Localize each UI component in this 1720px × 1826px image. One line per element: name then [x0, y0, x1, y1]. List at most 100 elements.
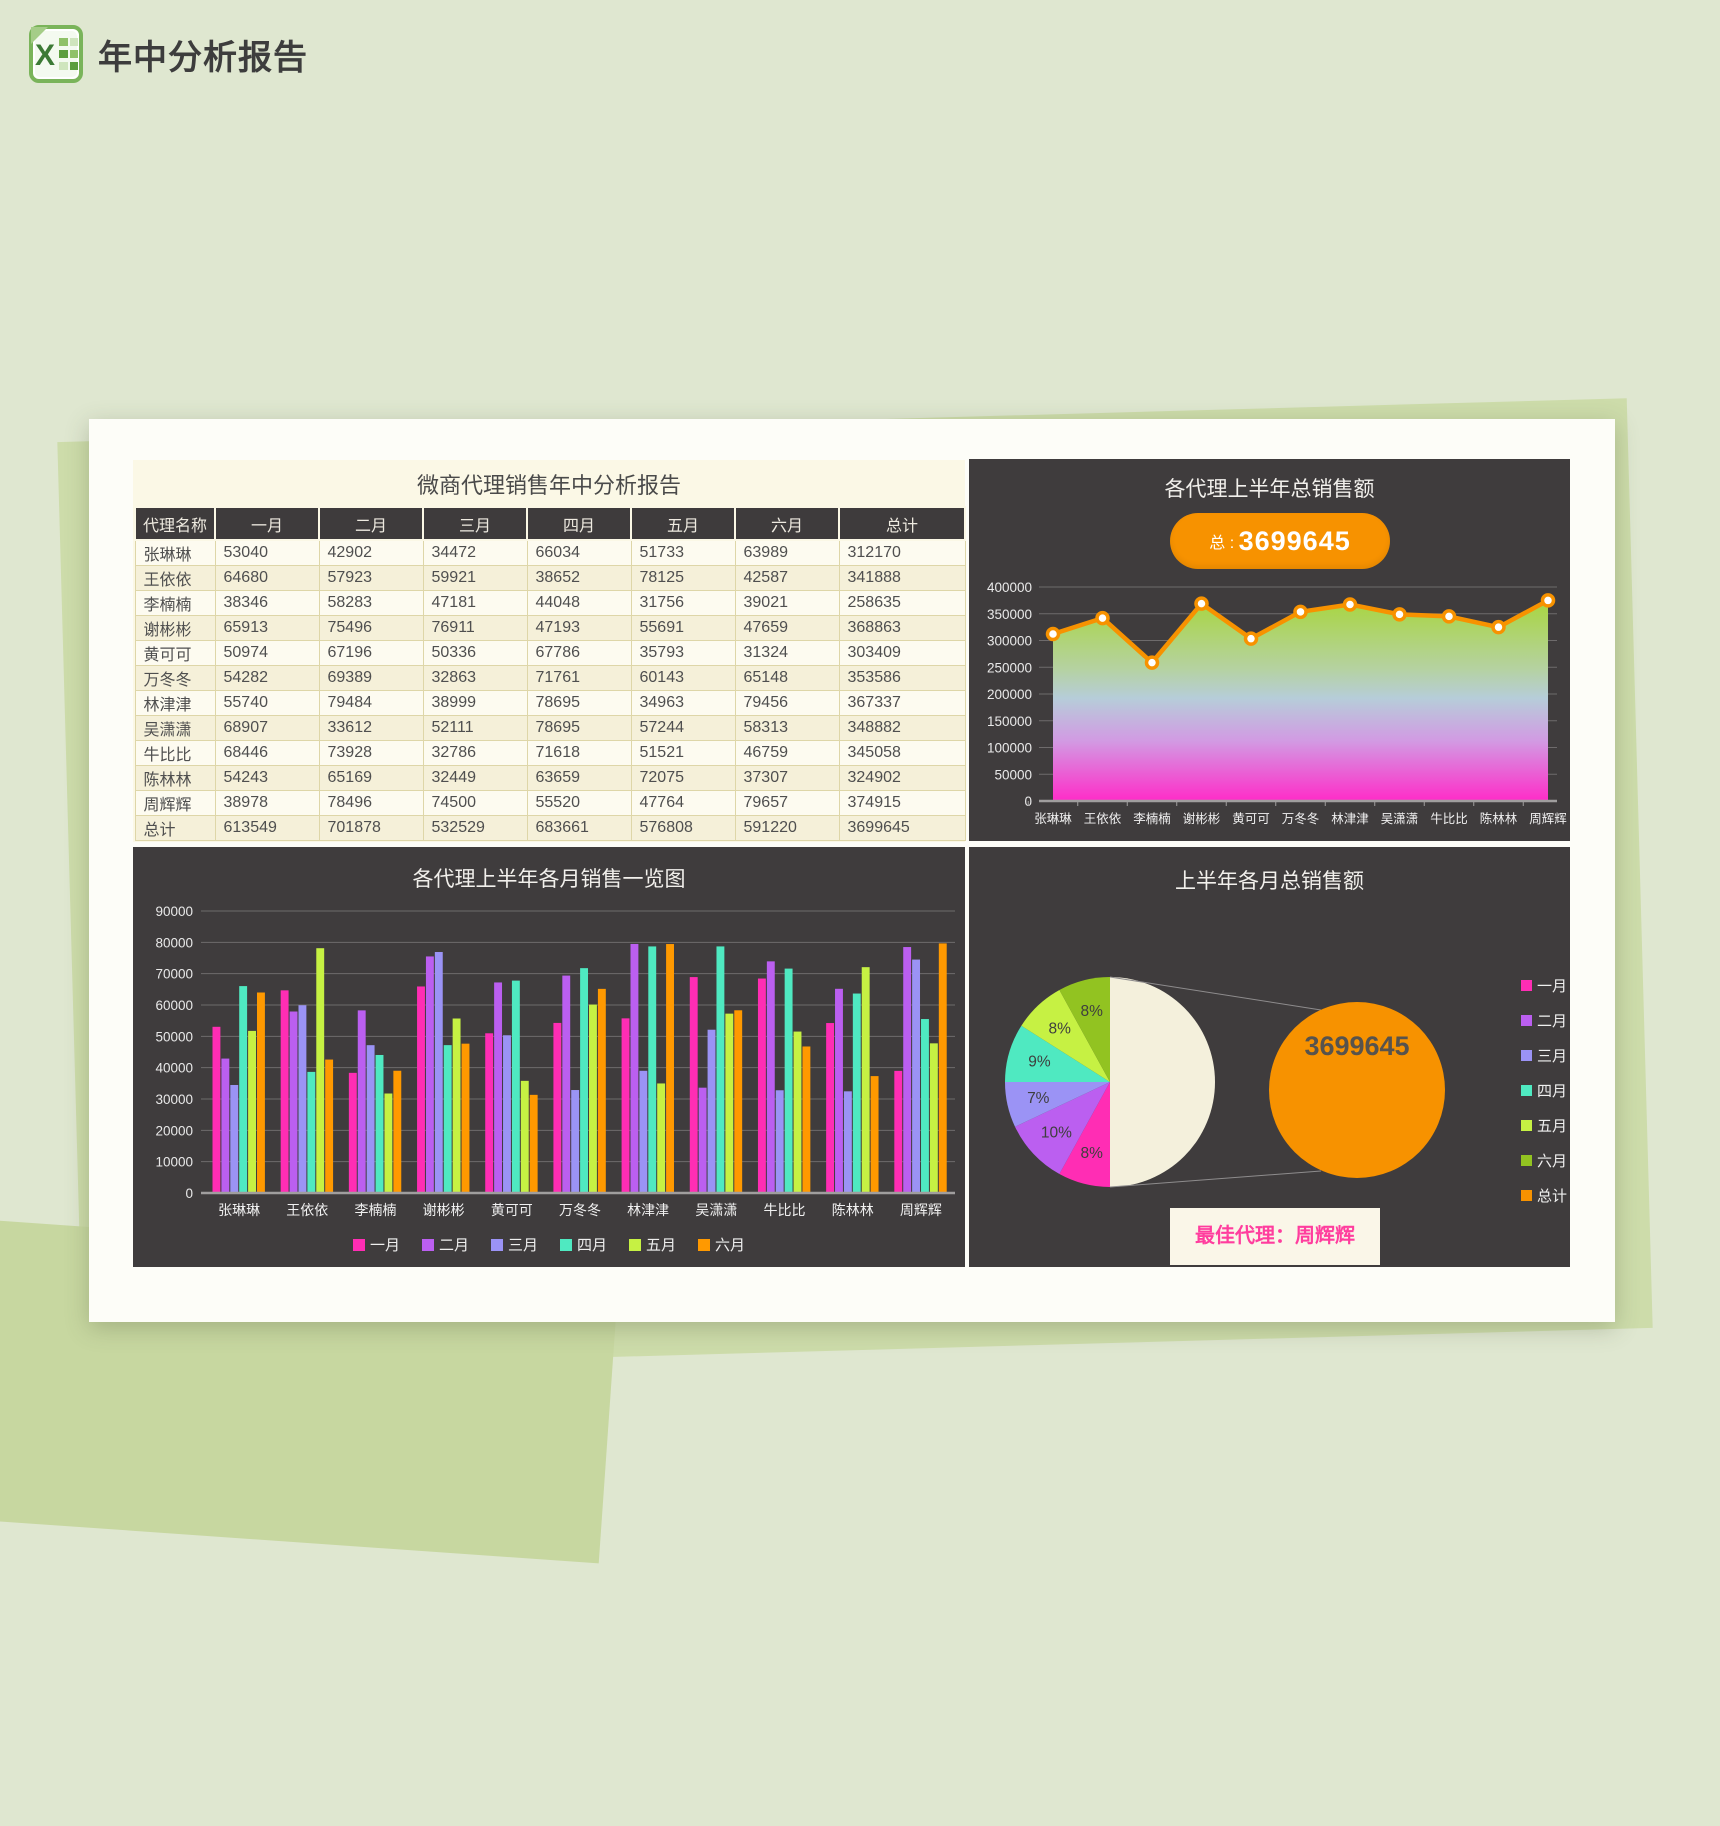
pie-slice-一月 [1059, 1082, 1110, 1187]
table-cell: 53040 [214, 539, 320, 566]
legend-key [560, 1238, 572, 1251]
bar [485, 1033, 494, 1193]
table-cell: 31324 [734, 640, 840, 666]
table-cell: 陈林林 [134, 765, 216, 791]
legend-item: 三月 [1521, 1045, 1567, 1066]
chart-text: 90000 [155, 904, 193, 919]
table-cell: 312170 [838, 539, 966, 566]
data-point-marker [1194, 596, 1209, 611]
bar [852, 993, 861, 1193]
connector-line [1109, 976, 1322, 1011]
table-cell: 47764 [630, 790, 736, 816]
chart-text: 20000 [155, 1123, 193, 1138]
table-cell: 42902 [318, 539, 424, 566]
bar [835, 988, 843, 1193]
table-cell: 55740 [214, 690, 320, 716]
chart-text: 周辉辉 [1529, 812, 1567, 826]
table-cell: 39021 [734, 590, 840, 616]
table-cell: 79484 [318, 690, 424, 716]
table-cell: 345058 [838, 740, 966, 766]
chart-text: 350000 [987, 607, 1032, 622]
chart-text: 200000 [987, 687, 1032, 702]
svg-text:X: X [35, 39, 55, 72]
legend-item: 二月 [421, 1234, 469, 1255]
table-cell: 303409 [838, 640, 966, 666]
table-cell: 牛比比 [134, 740, 216, 766]
chart-text: 9% [1028, 1053, 1051, 1070]
chart-text: 10000 [155, 1155, 193, 1170]
table-cell: 374915 [838, 790, 966, 816]
legend-item: 一月 [1521, 975, 1567, 996]
data-point-marker [1293, 604, 1308, 620]
bar [529, 1094, 538, 1193]
chart-text: 陈林林 [832, 1202, 874, 1218]
bar [553, 1022, 562, 1193]
bar [357, 1010, 366, 1193]
table-cell: 78496 [318, 790, 424, 816]
chart-text: 30000 [155, 1092, 193, 1107]
table-cell: 51733 [630, 539, 736, 566]
bar [826, 1023, 835, 1193]
legend-label: 二月 [438, 1237, 469, 1254]
bar [689, 977, 698, 1193]
chart-text: 50000 [155, 1029, 193, 1044]
chart-text: 3699645 [1304, 1031, 1409, 1061]
table-cell: 38978 [214, 790, 320, 816]
bar [230, 1084, 239, 1193]
legend-item: 四月 [560, 1234, 607, 1255]
bar-series-六月 [257, 943, 947, 1193]
bar [597, 988, 606, 1193]
chart-text: 40000 [155, 1061, 193, 1076]
table-cell: 58313 [734, 715, 840, 741]
table-row: 黄可可 50974 67196 50336 67786 35793 31324 303409 [134, 640, 966, 666]
bar [580, 968, 589, 1193]
bar [280, 990, 289, 1193]
table-row: 吴潇潇 68907 33612 52111 78695 57244 58313 348882 [134, 715, 966, 741]
column-header: 五月 [630, 506, 736, 541]
legend-key [1521, 980, 1532, 991]
area-fill [1053, 600, 1548, 801]
table-cell: 65169 [318, 765, 424, 791]
table-cell: 532529 [422, 815, 528, 841]
pie-chart: 8% 10% 7% 9% 8% 8% 3699645 [1005, 976, 1445, 1188]
connector-line [1109, 1170, 1322, 1188]
bar [325, 1059, 334, 1193]
bar [375, 1054, 384, 1193]
chart-text: 250000 [987, 660, 1032, 675]
table-cell: 吴潇潇 [134, 715, 216, 741]
table-cell: 35793 [630, 640, 736, 666]
table-cell: 31756 [630, 590, 736, 616]
table-cell: 72075 [630, 765, 736, 791]
bar [366, 1045, 375, 1193]
legend-label: 四月 [577, 1237, 608, 1254]
legend-label: 一月 [369, 1237, 400, 1254]
best-agent-text: 最佳代理：周辉辉 [1195, 1225, 1355, 1247]
bar [452, 1018, 461, 1193]
data-point-marker [1491, 619, 1506, 635]
pie-slice-三月 [1005, 1082, 1110, 1127]
table-cell: 63989 [734, 539, 840, 566]
pie-chart-title: 上半年各月总销售额 [1175, 870, 1364, 893]
legend-label: 总计 [1537, 1188, 1568, 1205]
legend-label: 四月 [1537, 1083, 1568, 1100]
table-header: 代理名称 一月 二月 三月 四月 五月 六月 总计 [134, 506, 966, 541]
table-cell: 34963 [630, 690, 736, 716]
table-cell: 576808 [630, 815, 736, 841]
bar-series-三月 [230, 952, 921, 1193]
sales-table-panel: 微商代理销售年中分析报告 代理名称 一月 二月 三月 四月 五月 六月 总计 张琳琳 53040… [133, 460, 966, 842]
legend-key [1521, 1155, 1532, 1166]
chart-text: 300000 [987, 634, 1032, 649]
table-cell: 76911 [422, 615, 528, 641]
table-cell: 54243 [214, 765, 320, 791]
legend-key [1521, 1190, 1532, 1201]
table-cell: 50336 [422, 640, 528, 666]
table-cell: 46759 [734, 740, 840, 766]
sales-table: 代理名称 一月 二月 三月 四月 五月 六月 总计 张琳琳 53040 42902 34472 660… [134, 506, 966, 841]
pie-slice-二月 [1014, 1082, 1110, 1175]
chart-text: 100000 [987, 741, 1032, 756]
bar [221, 1058, 230, 1193]
total-badge: 总 : 3699645 [1170, 513, 1390, 569]
legend-key [1521, 1120, 1532, 1131]
chart-text: 8% [1081, 1145, 1104, 1162]
table-cell: 周辉辉 [134, 790, 216, 816]
